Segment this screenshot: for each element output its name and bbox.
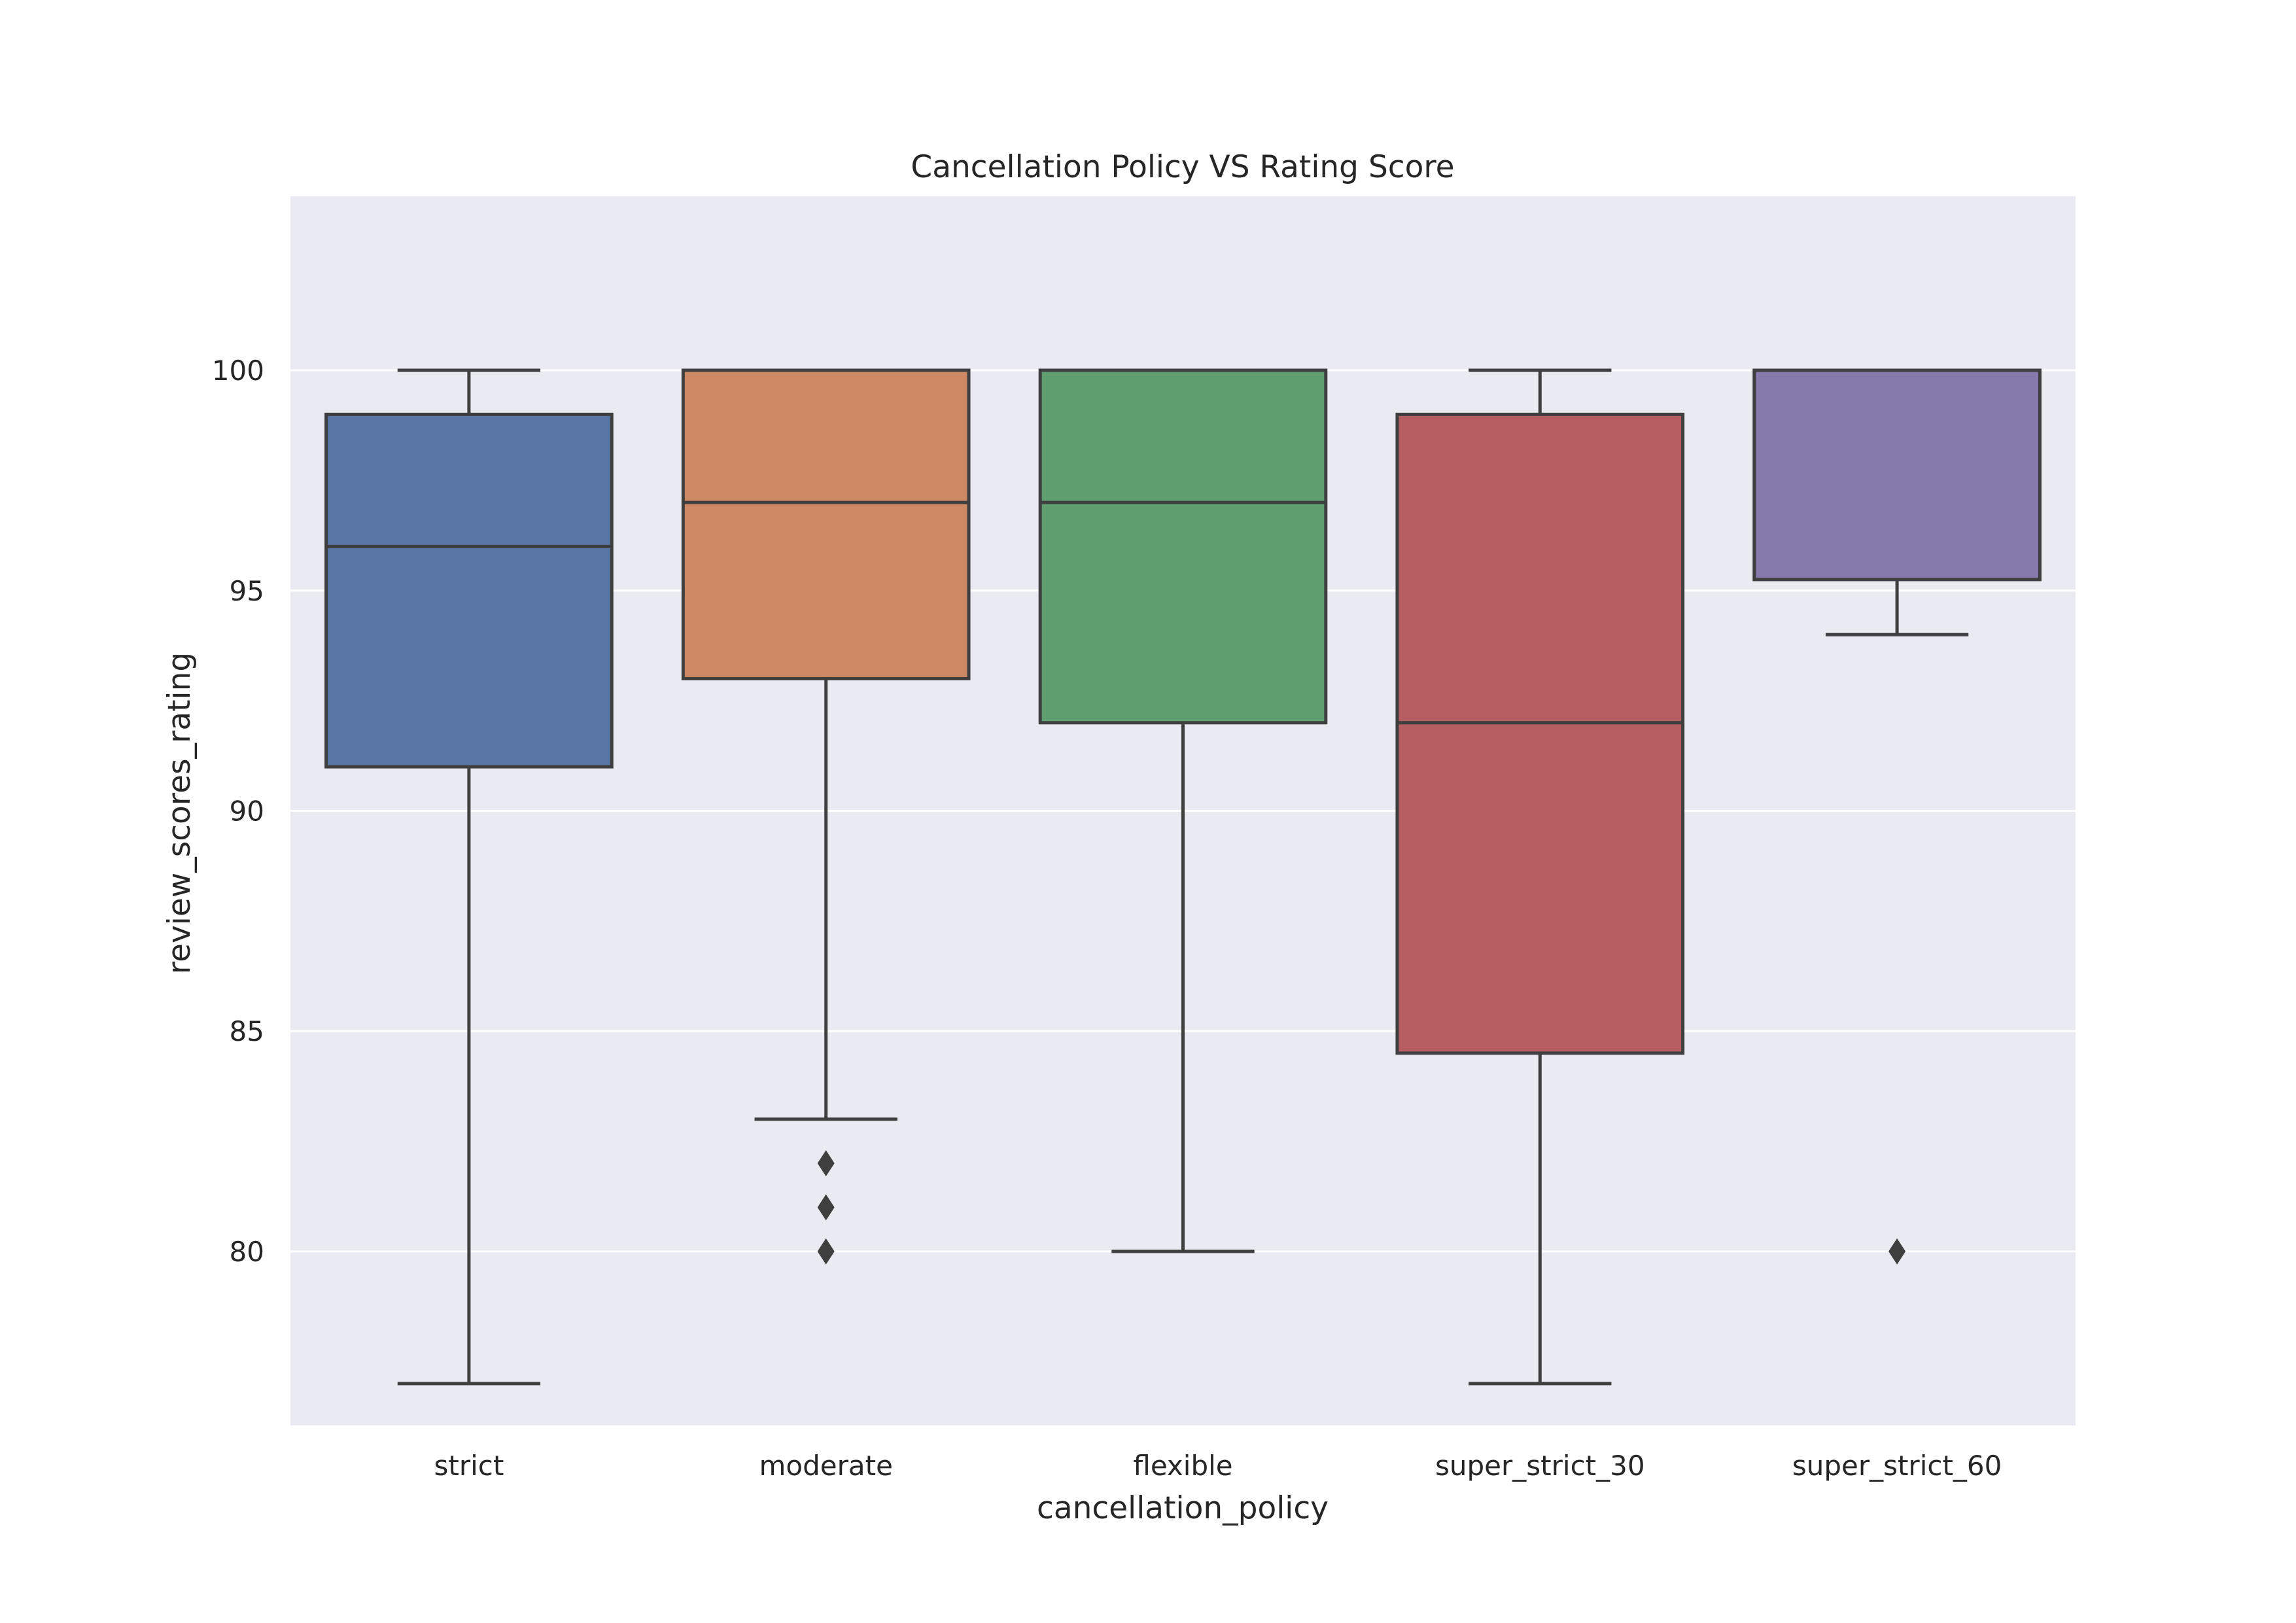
box-iqr (324, 412, 614, 769)
x-tick-label: strict (434, 1450, 504, 1482)
outlier-point (817, 1150, 835, 1177)
box-iqr (1395, 412, 1685, 1055)
box-iqr (1038, 368, 1328, 725)
outlier-point (817, 1238, 835, 1265)
box-strict (324, 368, 614, 1386)
box-moderate (681, 368, 971, 1265)
outlier-point (817, 1194, 835, 1221)
x-tick-label: moderate (759, 1450, 892, 1482)
y-tick-label: 85 (230, 1015, 264, 1047)
y-tick-label: 80 (230, 1236, 264, 1268)
box-super_strict_30 (1395, 368, 1685, 1386)
chart-title: Cancellation Policy VS Rating Score (911, 149, 1454, 185)
x-tick-label: super_strict_30 (1435, 1450, 1645, 1482)
x-axis-label: cancellation_policy (1037, 1490, 1329, 1526)
x-tick-label: super_strict_60 (1792, 1450, 2002, 1482)
y-tick-label: 90 (230, 795, 264, 828)
y-tick-labels: 80 85 90 95 100 (212, 355, 264, 1268)
boxes (324, 368, 2042, 1386)
box-super_strict_60 (1752, 368, 2042, 1265)
y-tick-label: 95 (230, 575, 264, 607)
y-axis-label: review_scores_rating (162, 652, 198, 974)
box-iqr (681, 368, 971, 680)
y-tick-label: 100 (212, 355, 264, 387)
box-flexible (1038, 368, 1328, 1253)
outlier-point (1888, 1238, 1906, 1265)
x-tick-label: flexible (1133, 1450, 1232, 1482)
box-iqr (1752, 368, 2042, 582)
x-tick-labels: strict moderate flexible super_strict_30 sup… (434, 1450, 2002, 1482)
